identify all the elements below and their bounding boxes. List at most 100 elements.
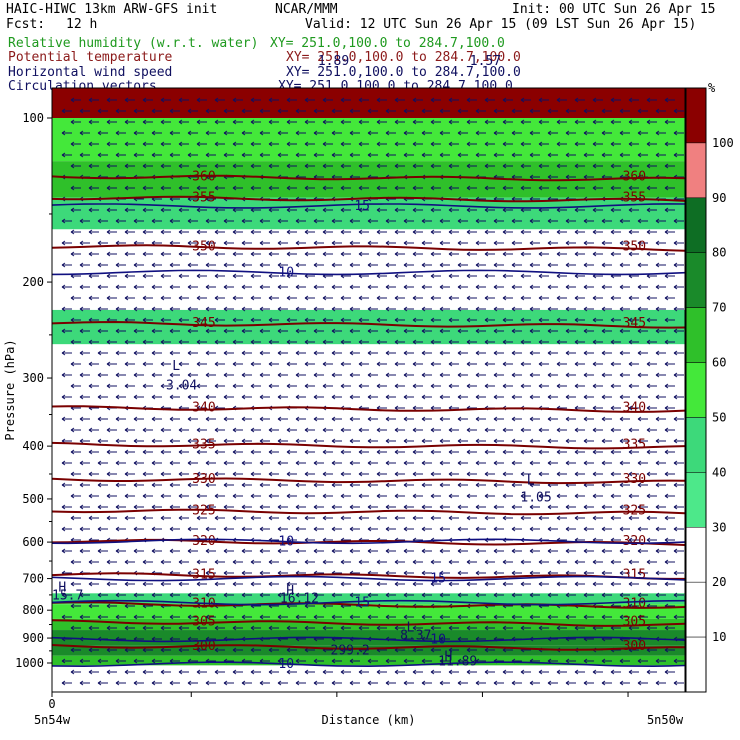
wind-vector-head: [313, 592, 318, 598]
wind-vector-head: [196, 427, 201, 433]
wind-vector-head: [367, 306, 372, 312]
wind-vector-head: [259, 130, 264, 136]
wind-vector-head: [439, 548, 444, 554]
wind-vector-head: [79, 372, 84, 378]
wind-vector-head: [421, 482, 426, 488]
wind-vector-head: [160, 493, 165, 499]
wind-vector-head: [124, 229, 129, 235]
wind-vector-head: [664, 669, 669, 675]
wind-vector-head: [169, 372, 174, 378]
wind-vector-head: [277, 262, 282, 268]
wind-vector-head: [664, 295, 669, 301]
wind-vector-head: [448, 647, 453, 653]
wind-vector-head: [565, 240, 570, 246]
wind-vector-head: [439, 218, 444, 224]
wind-vector-head: [304, 471, 309, 477]
wind-vector-head: [142, 669, 147, 675]
wind-vector-head: [430, 119, 435, 125]
wind-vector-head: [493, 328, 498, 334]
wind-vector-head: [529, 130, 534, 136]
wind-vector-head: [475, 592, 480, 598]
wind-vector-head: [142, 625, 147, 631]
wind-vector-head: [295, 284, 300, 290]
wind-vector-head: [160, 185, 165, 191]
wind-vector-head: [421, 416, 426, 422]
wind-vector-head: [205, 130, 210, 136]
valid-time: Valid: 12 UTC Sun 26 Apr 15 (09 LST Sun …: [305, 17, 697, 32]
wind-vector-head: [466, 515, 471, 521]
wind-vector-head: [88, 471, 93, 477]
wind-vector-head: [412, 515, 417, 521]
wind-vector-head: [592, 317, 597, 323]
wind-vector-head: [178, 449, 183, 455]
wind-vector-head: [664, 163, 669, 169]
wind-vector-head: [277, 152, 282, 158]
wind-vector-head: [277, 284, 282, 290]
wind-vector-head: [142, 449, 147, 455]
wind-vector-head: [322, 141, 327, 147]
wind-vector-head: [637, 680, 642, 686]
wind-vector-head: [250, 317, 255, 323]
wind-vector-head: [97, 350, 102, 356]
wind-vector-head: [205, 592, 210, 598]
wind-vector-head: [475, 152, 480, 158]
wind-vector-head: [673, 394, 678, 400]
wind-vector-head: [70, 185, 75, 191]
wind-vector-head: [574, 625, 579, 631]
wind-vector-head: [169, 328, 174, 334]
wind-vector-head: [448, 207, 453, 213]
wind-vector-head: [367, 284, 372, 290]
wind-vector-head: [394, 471, 399, 477]
wind-vector-head: [268, 493, 273, 499]
wind-vector-head: [304, 581, 309, 587]
wind-vector-head: [457, 570, 462, 576]
theta-contour-355: [51, 195, 686, 203]
wind-vector-head: [466, 229, 471, 235]
wind-vector-head: [106, 185, 111, 191]
wind-vector-head: [565, 548, 570, 554]
wind-vector-head: [385, 614, 390, 620]
wind-vector-head: [502, 273, 507, 279]
wind-vector-head: [61, 350, 66, 356]
wind-vector-head: [484, 229, 489, 235]
wind-vector-head: [313, 108, 318, 114]
wind-vector-head: [484, 273, 489, 279]
wind-vector-head: [547, 416, 552, 422]
wind-vector-head: [403, 328, 408, 334]
wind-vector-head: [205, 218, 210, 224]
wind-vector-head: [232, 449, 237, 455]
wind-vector-head: [124, 119, 129, 125]
wind-vector-head: [385, 394, 390, 400]
wind-vector-head: [313, 482, 318, 488]
wind-vector-head: [295, 614, 300, 620]
wind-vector-head: [592, 207, 597, 213]
wind-vector-head: [574, 141, 579, 147]
wind-vector-head: [250, 427, 255, 433]
wind-vector-head: [475, 570, 480, 576]
wind-vector-head: [538, 427, 543, 433]
wind-vector-head: [322, 493, 327, 499]
wind-vector-head: [88, 119, 93, 125]
wind-vector-head: [97, 658, 102, 664]
wind-vector-head: [637, 658, 642, 664]
wind-vector-head: [295, 262, 300, 268]
wind-vector-head: [106, 669, 111, 675]
wind-vector-head: [313, 328, 318, 334]
wind-vector-head: [61, 482, 66, 488]
wind-vector-head: [673, 658, 678, 664]
wind-vector-head: [241, 394, 246, 400]
wind-vector-head: [268, 273, 273, 279]
wind-vector-head: [196, 669, 201, 675]
wind-vector-head: [475, 438, 480, 444]
wind-vector-head: [610, 383, 615, 389]
wind-vector-head: [313, 240, 318, 246]
theta-label-left-300: 300: [192, 639, 215, 654]
wind-vector-head: [97, 240, 102, 246]
colorbar-segment-2: [685, 197, 707, 253]
wind-vector-head: [439, 108, 444, 114]
wind-vector-head: [187, 284, 192, 290]
wind-vector-head: [412, 383, 417, 389]
wind-vector-head: [385, 130, 390, 136]
wind-vector-head: [583, 438, 588, 444]
